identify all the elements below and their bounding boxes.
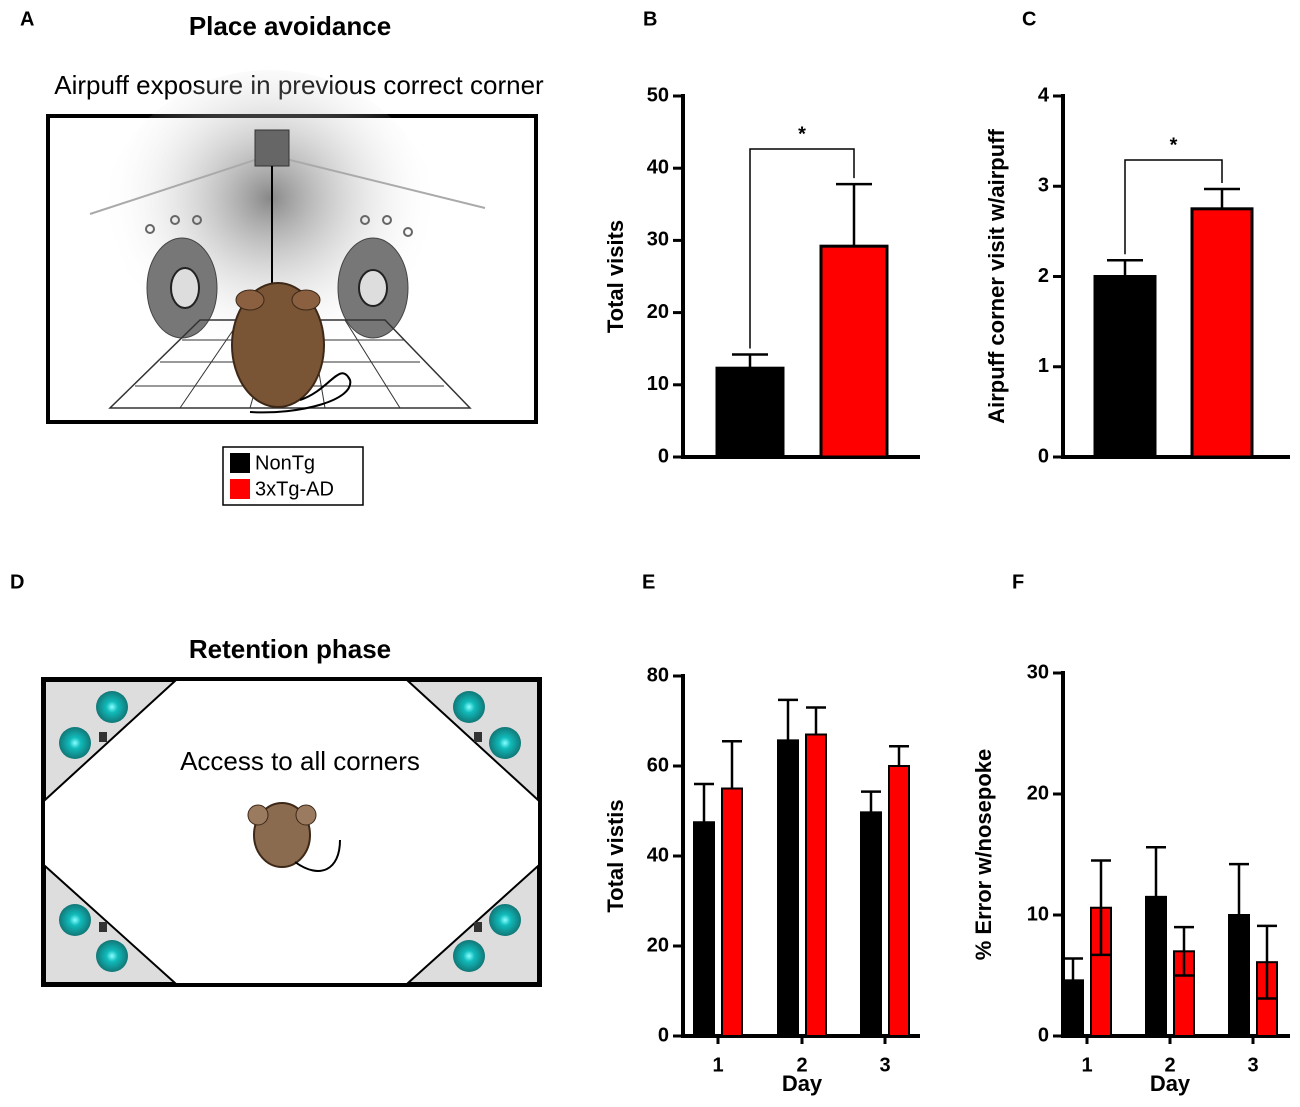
y-tick-label: 20 <box>1027 782 1049 804</box>
bar <box>693 821 715 1037</box>
panel-label: B <box>643 8 657 30</box>
panel-title: Place avoidance <box>189 11 391 41</box>
y-tick-label: 30 <box>1027 661 1049 683</box>
y-tick-label: 10 <box>1027 903 1049 925</box>
x-tick-label: 1 <box>712 1054 723 1076</box>
y-tick-label: 60 <box>647 754 669 776</box>
y-tick-label: 2 <box>1038 265 1049 287</box>
x-axis-label: Day <box>782 1071 823 1096</box>
legend-swatch <box>230 453 250 473</box>
x-axis-label: Day <box>1150 1071 1191 1096</box>
y-tick-label: 10 <box>647 373 669 395</box>
y-axis-label: Airpuff corner visit w/airpuff <box>984 129 1009 424</box>
y-axis-label: % Error w/nosepoke <box>971 749 996 961</box>
y-tick-label: 50 <box>647 84 669 106</box>
bar <box>805 733 827 1037</box>
x-tick-label: 2 <box>1164 1054 1175 1076</box>
bar <box>721 787 743 1037</box>
legend-label: NonTg <box>255 452 315 474</box>
annotation: Access to all corners <box>180 746 420 776</box>
panel-label: D <box>10 571 24 593</box>
y-tick-label: 20 <box>647 301 669 323</box>
bar <box>819 244 889 459</box>
y-tick-label: 80 <box>647 664 669 686</box>
panel-label: C <box>1022 8 1036 30</box>
place-avoidance-illustration <box>46 70 538 424</box>
y-tick-label: 3 <box>1038 175 1049 197</box>
significance-marker: * <box>1170 134 1178 156</box>
legend: NonTg 3xTg-AD <box>222 446 364 506</box>
significance-bracket <box>749 148 855 349</box>
x-tick-label: 1 <box>1081 1054 1092 1076</box>
y-tick-label: 1 <box>1038 355 1049 377</box>
y-tick-label: 0 <box>658 445 669 467</box>
panel-label: F <box>1012 571 1024 593</box>
bar <box>777 739 799 1037</box>
bar <box>860 811 882 1037</box>
y-axis-label: Total visits <box>603 220 628 333</box>
x-tick-label: 3 <box>879 1054 890 1076</box>
panel-label: A <box>20 8 34 30</box>
bar <box>715 366 785 459</box>
x-tick-label: 3 <box>1247 1054 1258 1076</box>
y-tick-label: 4 <box>1038 84 1050 106</box>
y-tick-label: 20 <box>647 934 669 956</box>
y-tick-label: 40 <box>647 156 669 178</box>
bar <box>1190 207 1254 459</box>
y-tick-label: 30 <box>647 229 669 251</box>
retention-arena-illustration <box>41 677 542 987</box>
significance-bracket <box>1124 159 1223 255</box>
panel-title: Retention phase <box>189 634 391 664</box>
x-tick-label: 2 <box>796 1054 807 1076</box>
y-tick-label: 40 <box>647 844 669 866</box>
legend-swatch <box>230 479 250 499</box>
y-tick-label: 0 <box>1038 445 1049 467</box>
bar <box>888 765 910 1037</box>
panel-label: E <box>642 571 655 593</box>
y-axis-label: Total vistis <box>603 799 628 912</box>
significance-marker: * <box>798 123 806 145</box>
legend-label: 3xTg-AD <box>255 478 334 500</box>
y-tick-label: 0 <box>1038 1024 1049 1046</box>
y-tick-label: 0 <box>658 1024 669 1046</box>
bar <box>1093 275 1157 459</box>
